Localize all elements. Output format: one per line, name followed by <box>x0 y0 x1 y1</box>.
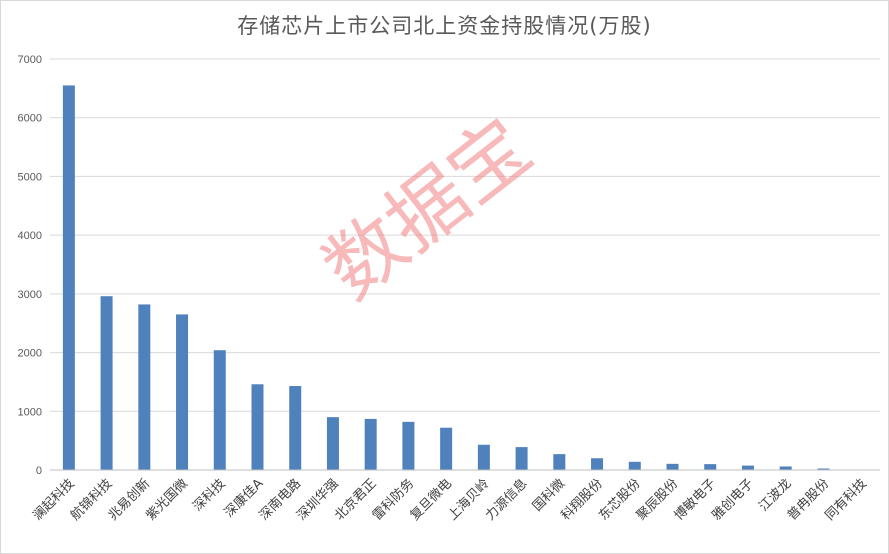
bar <box>666 463 679 470</box>
bar <box>251 384 264 470</box>
bar <box>817 468 830 470</box>
bar <box>364 418 377 470</box>
x-tick-label: 力源信息 <box>482 476 530 524</box>
bar <box>515 447 528 470</box>
y-tick-label: 6000 <box>18 113 42 125</box>
bar <box>62 85 75 471</box>
x-tick-label: 紫光国微 <box>143 476 190 523</box>
bar <box>628 461 641 470</box>
gridlines <box>50 58 880 471</box>
bar <box>704 464 717 470</box>
bar <box>138 304 151 470</box>
bar <box>402 421 415 470</box>
x-tick-label: 同有科技 <box>823 476 870 523</box>
bar <box>440 427 453 470</box>
y-tick-label: 7000 <box>18 54 42 66</box>
y-tick-label: 1000 <box>18 406 42 418</box>
bar <box>477 444 490 470</box>
bar <box>779 466 792 470</box>
bar <box>553 454 566 470</box>
bar <box>213 350 226 470</box>
y-tick-label: 3000 <box>18 289 42 301</box>
bar <box>289 386 302 470</box>
y-tick-label: 2000 <box>18 348 42 360</box>
bars <box>62 85 868 471</box>
bar <box>741 465 754 470</box>
chart-title: 存储芯片上市公司北上资金持股情况(万股) <box>237 14 652 38</box>
bar <box>100 296 113 470</box>
y-tick-label: 4000 <box>18 230 42 242</box>
y-tick-label: 0 <box>36 465 42 477</box>
watermark: 数据宝 <box>308 102 548 317</box>
bar <box>326 417 339 470</box>
bar <box>176 314 189 470</box>
y-tick-label: 5000 <box>18 171 42 183</box>
bar <box>591 458 604 470</box>
y-axis: 0 1000 2000 3000 4000 5000 6000 7000 <box>18 54 42 477</box>
x-tick-label: 雅创电子 <box>709 476 756 523</box>
